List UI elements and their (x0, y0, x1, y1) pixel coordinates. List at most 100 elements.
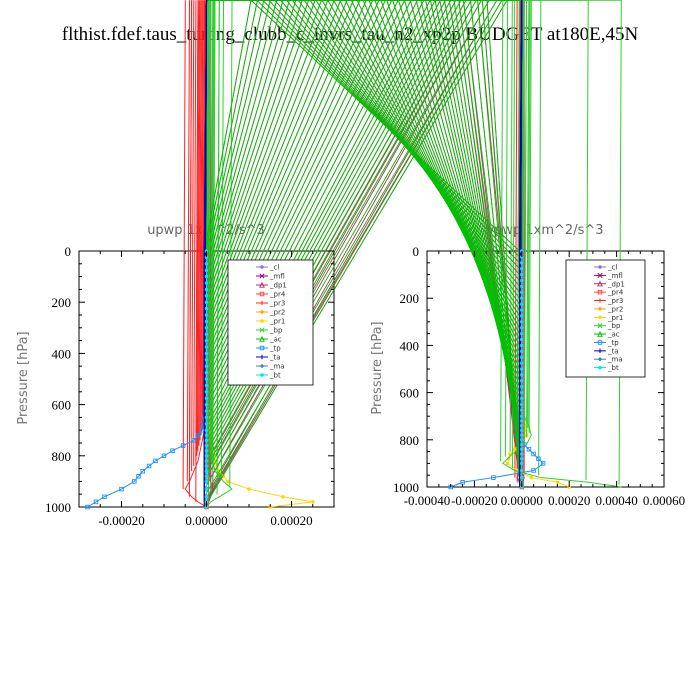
legend-label: _pr2 (607, 305, 623, 313)
series-point (520, 290, 524, 295)
series-point (520, 320, 524, 324)
legend-label: _ta (269, 354, 281, 362)
series-point (204, 351, 209, 356)
series-point (93, 499, 99, 505)
series-point (540, 461, 546, 466)
series-point (531, 468, 536, 473)
series-point (204, 300, 209, 305)
series-point (247, 487, 251, 491)
legend-label: _pr2 (269, 309, 285, 317)
legend-marker (597, 272, 603, 278)
legend-entry: _ma (594, 356, 623, 364)
legend-entry: _ta (594, 347, 619, 355)
legend-marker (259, 354, 265, 360)
series-point (195, 0, 199, 502)
series-point (520, 331, 524, 336)
series-point (204, 474, 209, 479)
legend-label: _cl (269, 264, 279, 272)
legend-marker (597, 298, 603, 303)
legend-marker (259, 363, 265, 369)
series-point (520, 414, 524, 419)
legend-label: _pr4 (269, 291, 286, 299)
series-point (531, 451, 536, 457)
legend-label: _dp1 (607, 280, 625, 288)
series-point (520, 423, 524, 428)
legend-marker (259, 273, 265, 279)
series-point (204, 255, 209, 260)
series-bt (520, 249, 524, 489)
series-point (204, 459, 209, 463)
y-tick-label: 800 (52, 449, 72, 464)
legend-label: _ma (269, 363, 285, 371)
y-tick-label: 200 (400, 291, 420, 306)
series-point (136, 474, 141, 479)
series-point (198, 0, 202, 446)
legend-label: _pr1 (269, 318, 285, 326)
series-point (180, 443, 186, 448)
series-point (520, 402, 524, 407)
legend-entry: _mfl (256, 273, 285, 281)
series-point (204, 338, 209, 343)
y-tick-label: 1000 (45, 500, 71, 515)
series-point (204, 370, 209, 375)
series-point (204, 319, 209, 324)
legend-entry: _pr2 (256, 309, 285, 317)
series-point (191, 438, 197, 443)
x-tick-label: 0.00060 (643, 493, 685, 508)
legend-label: _ma (607, 356, 623, 364)
legend-marker (259, 327, 265, 333)
series-point (204, 448, 209, 453)
legend-entry: _cl (256, 264, 279, 272)
legend-marker (259, 300, 265, 306)
series-point (204, 428, 209, 433)
legend-label: _ac (269, 336, 282, 344)
x-tick-label: 0.00040 (595, 493, 637, 508)
series-point (200, 0, 204, 436)
series-point (203, 0, 483, 482)
series-point (204, 495, 209, 499)
legend-entry: _pr3 (594, 297, 623, 305)
figure-title: flthist.fdef.taus_tuning_clubb_c_invrs_t… (62, 24, 639, 45)
legend-entry: _pr4 (256, 291, 286, 299)
series-point (204, 443, 209, 448)
series-point (520, 349, 524, 354)
series-point (204, 345, 209, 349)
legend-label: _bt (269, 372, 281, 380)
legend-entry: _ta (256, 354, 281, 362)
legend-entry: _bp (594, 322, 621, 330)
legend-entry: _dp1 (594, 280, 625, 288)
legend-label: _tp (607, 339, 619, 347)
series-point (519, 0, 523, 488)
x-tick-label: 0.00000 (501, 493, 543, 508)
series-point (196, 0, 200, 456)
series-point (140, 468, 146, 474)
series-point (193, 0, 197, 467)
series-point (204, 487, 209, 491)
y-axis-label-upwp: Pressure [hPa] (16, 331, 31, 424)
legend-marker (597, 357, 603, 362)
series-point (520, 284, 524, 289)
series-point (486, 0, 523, 488)
series-point (529, 475, 534, 480)
legend-box (227, 259, 314, 386)
series-point (520, 396, 524, 401)
legend-marker (259, 345, 265, 351)
series-point (204, 422, 209, 426)
series-point (520, 373, 524, 377)
legend-entry: _pr2 (594, 305, 623, 313)
series-point (520, 261, 524, 265)
legend-label: _bp (269, 327, 283, 335)
series-point (204, 377, 209, 381)
series-point (520, 390, 524, 395)
series-point (505, 461, 510, 466)
series-point (186, 0, 191, 482)
series-point (520, 419, 524, 423)
y-tick-label: 400 (400, 338, 420, 353)
series-pr3 (182, 0, 208, 508)
series-point (520, 361, 524, 365)
legend-label: _ac (607, 331, 620, 339)
y-tick-label: 1000 (393, 480, 419, 495)
series-point (170, 448, 175, 453)
series-point (520, 456, 524, 461)
legend-entry: _bp (256, 327, 283, 335)
